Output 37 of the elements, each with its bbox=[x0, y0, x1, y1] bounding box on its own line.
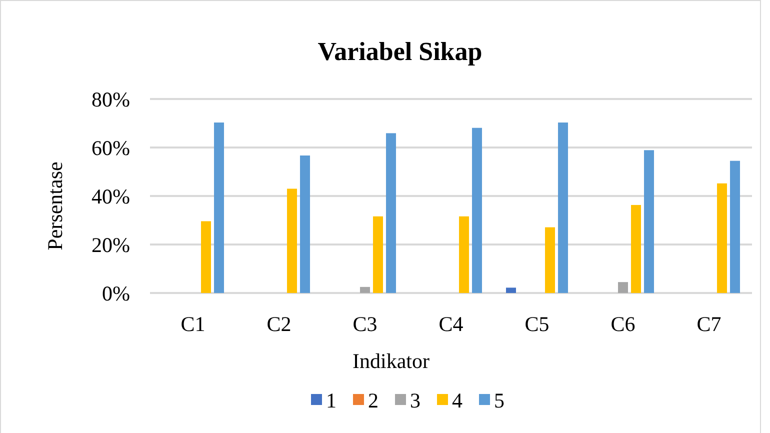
x-tick-label: C2 bbox=[266, 312, 292, 336]
x-tick-label: C1 bbox=[180, 312, 206, 336]
bar bbox=[618, 282, 628, 293]
legend-label: 1 bbox=[326, 388, 336, 412]
bar bbox=[201, 221, 211, 293]
bar bbox=[631, 204, 641, 293]
x-tick-label: C7 bbox=[696, 312, 722, 336]
bar bbox=[373, 216, 383, 293]
bar bbox=[472, 128, 482, 293]
bar bbox=[717, 183, 727, 293]
bar bbox=[360, 286, 370, 293]
bar bbox=[287, 188, 297, 293]
bar bbox=[506, 288, 516, 293]
legend-label: 3 bbox=[410, 388, 420, 412]
bar bbox=[545, 227, 555, 293]
bar bbox=[558, 122, 568, 293]
bar bbox=[730, 160, 740, 293]
bar bbox=[459, 216, 469, 293]
bar bbox=[300, 156, 310, 293]
x-axis-title: Indikator bbox=[352, 349, 430, 373]
x-tick-label: C6 bbox=[610, 312, 636, 336]
chart-title: Variabel Sikap bbox=[318, 37, 482, 66]
y-tick-label: 0% bbox=[102, 281, 130, 306]
y-tick-label: 40% bbox=[92, 184, 130, 208]
y-tick-label: 60% bbox=[92, 136, 130, 160]
y-tick-label: 80% bbox=[92, 87, 130, 112]
bar bbox=[644, 150, 654, 293]
y-axis-title: Persentase bbox=[43, 162, 67, 250]
x-tick-label: C5 bbox=[524, 312, 550, 336]
legend-label: 2 bbox=[368, 388, 378, 412]
legend-label: 5 bbox=[494, 388, 504, 412]
bar bbox=[386, 133, 396, 293]
legend-label: 4 bbox=[452, 388, 463, 412]
x-tick-label: C4 bbox=[438, 312, 464, 336]
bar bbox=[214, 122, 224, 293]
x-tick-label: C3 bbox=[352, 312, 378, 336]
y-tick-label: 20% bbox=[92, 232, 130, 257]
